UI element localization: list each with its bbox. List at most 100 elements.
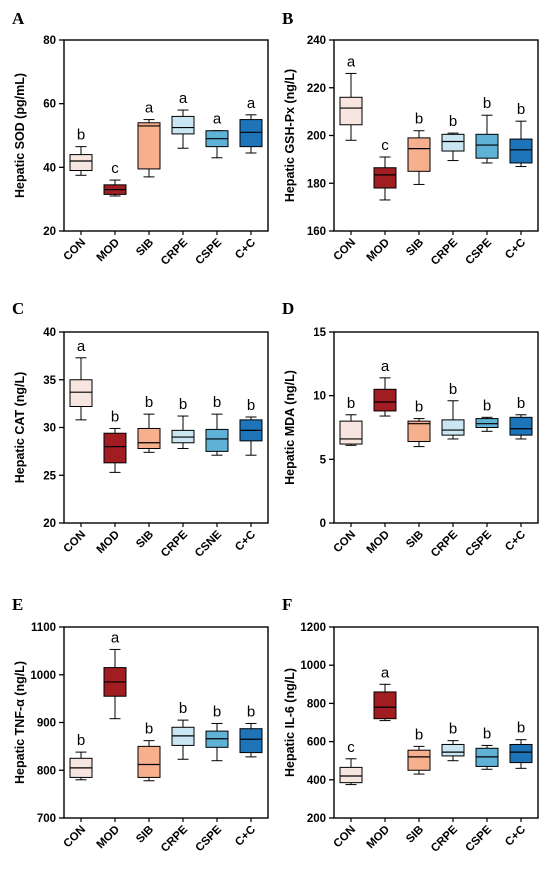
box-iqr xyxy=(441,743,465,757)
x-category-label: MOD xyxy=(365,824,392,851)
y-tick-label: 200 xyxy=(307,131,326,143)
box-iqr xyxy=(103,432,127,464)
significance-letter: a xyxy=(381,358,390,375)
box-sib: b SIB xyxy=(134,394,161,551)
significance-letter: b xyxy=(77,127,85,144)
box-crpe: b CRPE xyxy=(429,381,465,560)
box-iqr xyxy=(205,428,229,452)
box-cc: b C+C xyxy=(503,101,533,262)
x-category-label: CON xyxy=(62,529,89,556)
plot-frame xyxy=(333,39,539,232)
significance-letter: b xyxy=(449,113,457,130)
significance-letter: b xyxy=(415,111,423,128)
x-category-label: C+C xyxy=(233,529,258,554)
box-iqr xyxy=(239,119,263,148)
panel-f: F 200 400 600 800 1000 1200 Hepatic IL-6 (ng/L)… xyxy=(282,595,539,855)
plot-frame xyxy=(63,331,269,524)
panel-d: D 0 5 10 15 Hepatic MDA (ng/L) b CON a MOD b SIB b CR… xyxy=(282,299,539,560)
box-iqr xyxy=(373,691,397,720)
box-iqr xyxy=(441,419,465,436)
significance-letter: b xyxy=(247,397,255,414)
y-tick-label: 800 xyxy=(307,698,326,710)
box-crpe: b CRPE xyxy=(159,700,195,855)
y-tick-label: 800 xyxy=(37,765,56,777)
x-category-label: CON xyxy=(332,529,359,556)
box-sib: b SIB xyxy=(134,721,161,846)
x-category-label: SIB xyxy=(404,529,426,551)
y-tick-label: 25 xyxy=(43,470,56,482)
box-cc: b C+C xyxy=(233,703,263,849)
x-category-label: MOD xyxy=(95,529,122,556)
x-category-label: SIB xyxy=(134,237,156,259)
x-category-label: SIB xyxy=(404,824,426,846)
x-category-label: CSPE xyxy=(193,823,224,854)
panel-label: A xyxy=(12,9,25,28)
box-iqr xyxy=(441,133,465,152)
box-cspe: a CSPE xyxy=(193,111,229,267)
box-mod: c MOD xyxy=(95,160,127,264)
y-tick-label: 30 xyxy=(43,423,56,435)
box-crpe: b CRPE xyxy=(429,113,465,268)
box-cc: a C+C xyxy=(233,95,263,262)
x-category-label: C+C xyxy=(233,237,258,262)
y-tick-label: 20 xyxy=(43,226,56,238)
box-iqr xyxy=(339,766,363,784)
significance-letter: b xyxy=(517,720,525,737)
box-iqr xyxy=(339,420,363,445)
significance-letter: a xyxy=(111,629,120,646)
x-category-label: C+C xyxy=(503,529,528,554)
significance-letter: b xyxy=(449,381,457,398)
box-con: b CON xyxy=(62,732,93,850)
significance-letter: b xyxy=(347,395,355,412)
box-iqr xyxy=(475,133,499,159)
plot-frame xyxy=(333,331,539,524)
significance-letter: b xyxy=(517,101,525,118)
y-tick-label: 80 xyxy=(43,35,56,47)
y-axis-label: Hepatic GSH-Px (ng/L) xyxy=(283,69,297,202)
significance-letter: c xyxy=(381,137,389,154)
box-iqr xyxy=(373,388,397,412)
significance-letter: b xyxy=(415,726,423,743)
significance-letter: b xyxy=(179,700,187,717)
y-tick-label: 35 xyxy=(43,375,56,387)
y-tick-label: 20 xyxy=(43,518,56,530)
box-iqr xyxy=(509,743,533,764)
significance-letter: a xyxy=(247,95,256,112)
significance-letter: c xyxy=(111,160,119,177)
plot-frame xyxy=(63,626,269,819)
x-category-label: CSPE xyxy=(463,236,494,267)
box-iqr xyxy=(339,96,363,126)
x-category-label: CSPE xyxy=(463,528,494,559)
y-tick-label: 600 xyxy=(307,737,326,749)
significance-letter: c xyxy=(347,739,355,756)
significance-letter: a xyxy=(213,111,222,128)
box-crpe: a CRPE xyxy=(159,90,195,268)
significance-letter: b xyxy=(213,394,221,411)
x-category-label: MOD xyxy=(95,237,122,264)
box-con: a CON xyxy=(332,53,363,263)
box-con: b CON xyxy=(332,395,363,556)
y-tick-label: 60 xyxy=(43,99,56,111)
y-tick-label: 160 xyxy=(307,226,326,238)
y-tick-label: 180 xyxy=(307,178,326,190)
box-iqr xyxy=(137,122,161,170)
x-category-label: CRPE xyxy=(429,823,460,854)
x-category-label: MOD xyxy=(95,824,122,851)
significance-letter: a xyxy=(179,90,188,107)
box-iqr xyxy=(407,137,431,172)
y-tick-label: 1100 xyxy=(31,622,56,634)
panel-e: E 700 800 900 1000 1100 Hepatic TNF-α (ng/L) b C… xyxy=(12,595,269,855)
significance-letter: b xyxy=(77,732,85,749)
y-tick-label: 200 xyxy=(307,813,326,825)
box-sib: b SIB xyxy=(404,399,431,551)
y-tick-label: 240 xyxy=(307,35,326,47)
y-tick-label: 700 xyxy=(37,813,56,825)
box-iqr xyxy=(475,418,499,429)
box-csne: b CSNE xyxy=(193,394,229,560)
significance-letter: a xyxy=(77,338,86,355)
significance-letter: b xyxy=(145,394,153,411)
box-iqr xyxy=(509,416,533,436)
y-tick-label: 900 xyxy=(37,718,56,730)
box-iqr xyxy=(69,154,93,172)
